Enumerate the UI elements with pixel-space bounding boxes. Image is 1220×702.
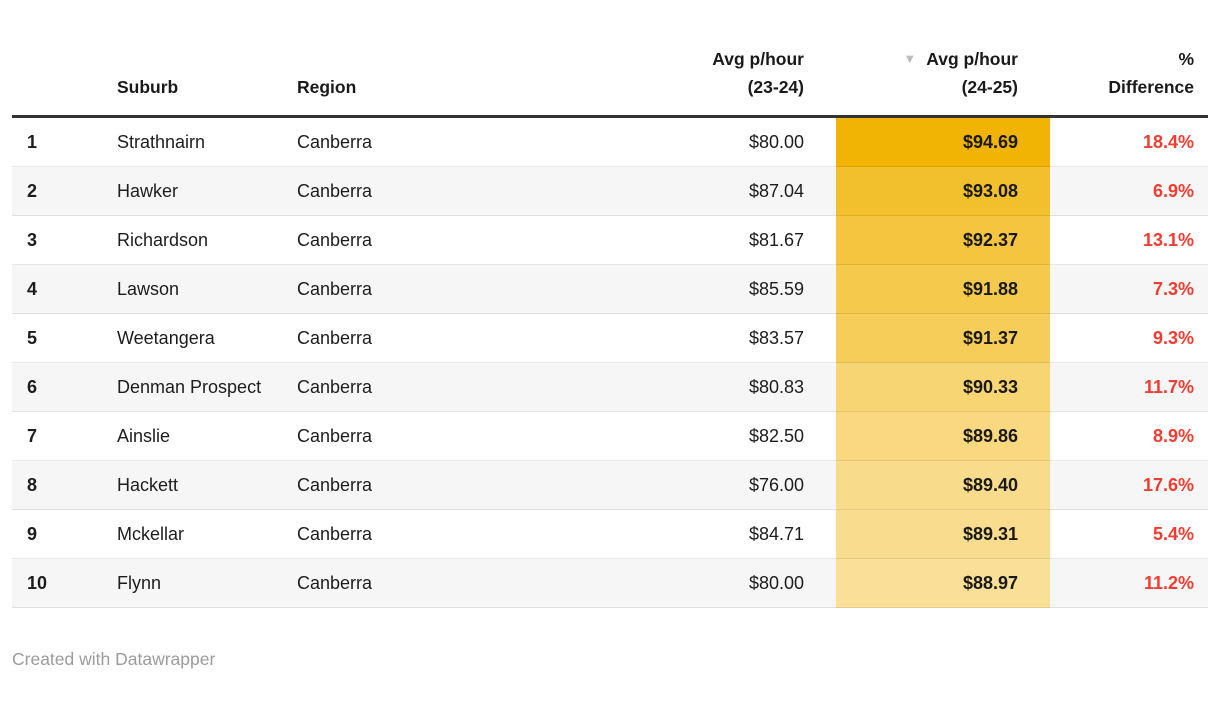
- rank-cell: 1: [27, 132, 38, 152]
- suburb-cell: Hawker: [117, 166, 297, 216]
- table-row: 2 Hawker Canberra $87.04 $93.08 6.9%: [12, 166, 1208, 216]
- pct-difference-cell: 6.9%: [1050, 166, 1208, 216]
- rank-cell: 10: [12, 558, 117, 608]
- table-row: 6 Denman Prospect Canberra $80.83 $90.33…: [12, 362, 1208, 412]
- avg-24-25-cell: $92.37: [836, 215, 1050, 265]
- header-region[interactable]: Region: [297, 45, 500, 118]
- avg-24-25-cell: $91.37: [836, 313, 1050, 363]
- header-suburb[interactable]: Suburb: [117, 45, 297, 118]
- table-row: 3 Richardson Canberra $81.67 $92.37 13.1…: [12, 215, 1208, 265]
- header-avg-24-25-text: Avg p/hour: [926, 49, 1018, 69]
- suburb-cell: Strathnairn: [117, 132, 206, 152]
- table-row: 7 Ainslie Canberra $82.50 $89.86 8.9%: [12, 411, 1208, 461]
- avg-24-25-cell: $94.69: [836, 116, 1050, 167]
- avg-24-25-cell: $89.86: [836, 411, 1050, 461]
- avg-23-24-cell: $81.67: [500, 215, 836, 265]
- avg-23-24-cell: $80.00: [500, 558, 836, 608]
- header-avg-23-24[interactable]: Avg p/hour (23-24): [500, 45, 836, 118]
- avg-23-24-cell: $87.04: [500, 166, 836, 216]
- region-cell: Canberra: [297, 132, 373, 152]
- pct-difference-cell: 11.2%: [1050, 558, 1208, 608]
- sort-descending-icon: ▼: [903, 51, 917, 66]
- suburb-cell: Mckellar: [117, 509, 297, 559]
- table-row: 9 Mckellar Canberra $84.71 $89.31 5.4%: [12, 509, 1208, 559]
- pct-difference-cell: 5.4%: [1050, 509, 1208, 559]
- avg-23-24-cell: $80.00: [748, 132, 804, 152]
- region-cell: Canberra: [297, 166, 500, 216]
- datawrapper-attribution-link[interactable]: Created with Datawrapper: [12, 649, 216, 669]
- suburb-cell: Ainslie: [117, 411, 297, 461]
- avg-23-24-cell: $76.00: [500, 460, 836, 510]
- rank-cell: 2: [12, 166, 117, 216]
- avg-24-25-cell: $89.31: [836, 509, 1050, 559]
- rank-cell: 4: [12, 264, 117, 314]
- header-pct-line1: %: [1178, 49, 1194, 69]
- table-row: 8 Hackett Canberra $76.00 $89.40 17.6%: [12, 460, 1208, 510]
- table-row: 1 Strathnairn Canberra $80.00 $94.69 18.…: [12, 116, 1208, 167]
- avg-24-25-cell: $90.33: [836, 362, 1050, 412]
- region-cell: Canberra: [297, 215, 500, 265]
- table-body: 1 Strathnairn Canberra $80.00 $94.69 18.…: [12, 116, 1208, 608]
- suburb-cell: Lawson: [117, 264, 297, 314]
- table-row: 5 Weetangera Canberra $83.57 $91.37 9.3%: [12, 313, 1208, 363]
- rank-cell: 3: [12, 215, 117, 265]
- suburb-cell: Weetangera: [117, 313, 297, 363]
- suburb-cell: Richardson: [117, 215, 297, 265]
- avg-23-24-cell: $83.57: [500, 313, 836, 363]
- rank-cell: 8: [12, 460, 117, 510]
- avg-23-24-cell: $80.83: [500, 362, 836, 412]
- pct-difference-cell: 8.9%: [1050, 411, 1208, 461]
- rank-cell: 9: [12, 509, 117, 559]
- datawrapper-table-page: Suburb Region Avg p/hour (23-24) ▼ Avg p/…: [12, 45, 1208, 669]
- pct-difference-cell: 7.3%: [1050, 264, 1208, 314]
- avg-24-25-cell: $88.97: [836, 558, 1050, 608]
- header-rank[interactable]: [12, 45, 117, 118]
- avg-23-24-cell: $85.59: [500, 264, 836, 314]
- header-avg-23-24-line1: Avg p/hour: [712, 49, 804, 69]
- avg-23-24-cell: $82.50: [500, 411, 836, 461]
- header-row: Suburb Region Avg p/hour (23-24) ▼ Avg p/…: [12, 45, 1208, 118]
- table-header: Suburb Region Avg p/hour (23-24) ▼ Avg p/…: [12, 45, 1208, 118]
- region-cell: Canberra: [297, 313, 500, 363]
- rank-cell: 7: [12, 411, 117, 461]
- region-cell: Canberra: [297, 460, 500, 510]
- table-row: 4 Lawson Canberra $85.59 $91.88 7.3%: [12, 264, 1208, 314]
- header-pct-line2: Difference: [1108, 77, 1194, 97]
- header-avg-24-25-line2: (24-25): [961, 77, 1018, 97]
- pct-difference-cell: 18.4%: [1142, 132, 1194, 152]
- suburb-cell: Denman Prospect: [117, 362, 297, 412]
- suburb-cell: Flynn: [117, 558, 297, 608]
- header-pct-difference[interactable]: % Difference: [1050, 45, 1208, 118]
- suburb-rates-table: Suburb Region Avg p/hour (23-24) ▼ Avg p/…: [12, 45, 1208, 608]
- avg-24-25-cell: $91.88: [836, 264, 1050, 314]
- pct-difference-cell: 13.1%: [1050, 215, 1208, 265]
- rank-cell: 5: [12, 313, 117, 363]
- region-cell: Canberra: [297, 509, 500, 559]
- pct-difference-cell: 11.7%: [1050, 362, 1208, 412]
- region-cell: Canberra: [297, 264, 500, 314]
- header-avg-23-24-line2: (23-24): [747, 77, 804, 97]
- region-cell: Canberra: [297, 362, 500, 412]
- table-row: 10 Flynn Canberra $80.00 $88.97 11.2%: [12, 558, 1208, 608]
- region-cell: Canberra: [297, 411, 500, 461]
- region-cell: Canberra: [297, 558, 500, 608]
- header-avg-24-25-line1: ▼ Avg p/hour: [836, 45, 1018, 73]
- suburb-cell: Hackett: [117, 460, 297, 510]
- avg-24-25-cell: $93.08: [836, 166, 1050, 216]
- pct-difference-cell: 17.6%: [1050, 460, 1208, 510]
- rank-cell: 6: [12, 362, 117, 412]
- avg-23-24-cell: $84.71: [500, 509, 836, 559]
- header-avg-24-25[interactable]: ▼ Avg p/hour (24-25): [836, 45, 1050, 118]
- pct-difference-cell: 9.3%: [1050, 313, 1208, 363]
- avg-24-25-cell: $89.40: [836, 460, 1050, 510]
